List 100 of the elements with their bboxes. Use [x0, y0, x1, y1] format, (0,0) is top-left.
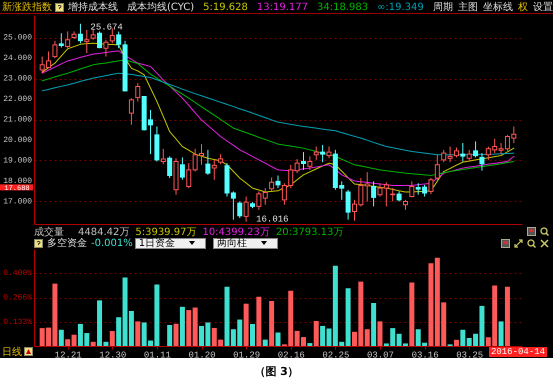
chart-title: 多空资金 [47, 236, 87, 250]
candlestick [128, 98, 134, 126]
x-tick-label: 03.16 [412, 350, 439, 360]
candlestick [205, 149, 210, 176]
x-tick-label: 01.11 [144, 350, 171, 360]
candlestick [326, 146, 332, 159]
y-tick-label: 18.000 [3, 176, 32, 186]
y-tick-label: 21.000 [3, 116, 32, 124]
text: 13:19.177 [256, 2, 308, 12]
bar [174, 324, 179, 346]
candlestick [479, 152, 484, 172]
candlestick [180, 156, 185, 180]
annotation: 25.674 [90, 22, 123, 33]
candlestick [269, 176, 274, 192]
candlestick [78, 23, 83, 44]
text: （图 3） [254, 364, 299, 378]
bar [307, 343, 312, 346]
bar [454, 340, 459, 346]
candlestick [466, 149, 472, 162]
y-tick-label: 24.000 [3, 54, 32, 64]
y-tick-label: 0.400% [3, 269, 32, 278]
text: 5:3939.97万 [135, 226, 196, 238]
y-tick-label: 25.000 [3, 34, 32, 43]
y-tick-label: 0.266% [3, 294, 32, 302]
text: 20:3793.13万 [276, 226, 344, 238]
bar [262, 340, 268, 346]
text: 1日资金 [138, 238, 176, 248]
chart-subtitle: -0.001% [91, 238, 133, 248]
x-tick-label: 02.16 [278, 350, 305, 360]
bar [110, 331, 115, 346]
x-tick-label: 03.25 [456, 350, 484, 360]
text: 增持成本线 [68, 0, 118, 14]
text: 权 [518, 0, 528, 14]
bar [58, 330, 64, 346]
bar [244, 304, 249, 346]
candlestick [390, 188, 396, 202]
text: 10:4399.23万 [202, 226, 270, 238]
candlestick [314, 146, 319, 160]
y-tick-label: 22.000 [3, 95, 32, 104]
text: 坐标线 [482, 0, 513, 14]
candlestick [454, 147, 459, 158]
x-tick-label: 03.07 [366, 350, 394, 360]
candlestick [58, 32, 64, 48]
y-tick-label: 17.000 [3, 197, 32, 206]
candlestick [65, 30, 70, 49]
candlestick [371, 180, 376, 207]
bar [371, 302, 376, 346]
bar [504, 286, 510, 346]
bar [180, 306, 185, 346]
candlestick [84, 29, 90, 54]
text: 主图 [458, 0, 478, 14]
candlestick [428, 178, 434, 195]
candlestick [135, 82, 140, 102]
text: 4484.42万 [78, 226, 130, 238]
candlestick [97, 30, 102, 49]
y-tick-label: 23.000 [3, 74, 32, 84]
candlestick [409, 180, 414, 198]
text: 两向柱 [217, 238, 248, 248]
annotation: 2016-04-14 [488, 346, 547, 356]
candlestick [276, 174, 280, 189]
text: 成本均线(CYC) [127, 0, 194, 14]
bar [167, 325, 172, 346]
text: 设置 [532, 0, 553, 14]
text: 成交量 [34, 226, 64, 238]
candlestick [320, 144, 326, 163]
candlestick [52, 40, 58, 59]
x-tick-label: 01.20 [188, 350, 216, 360]
candlestick [218, 154, 224, 165]
bar [314, 321, 319, 346]
candlestick [103, 39, 108, 58]
candlestick [90, 28, 96, 40]
candlestick [160, 148, 166, 165]
candlestick [244, 196, 249, 222]
text: 34:18.983 [316, 2, 368, 12]
candlestick [473, 140, 478, 158]
bar [409, 282, 414, 346]
x-tick-label: 02.25 [322, 350, 350, 360]
candlestick [167, 156, 172, 179]
candlestick [460, 142, 466, 162]
x-tick-label: 01.29 [233, 350, 260, 360]
bar [256, 296, 262, 346]
candlestick [300, 152, 306, 170]
y-tick-label: 0.133% [3, 318, 32, 327]
candlestick [402, 199, 408, 210]
candlestick [346, 189, 351, 220]
candlestick [212, 159, 217, 180]
candlestick [396, 190, 402, 202]
text: 5:19.628 [203, 2, 248, 12]
bar [90, 342, 96, 346]
text: ∞:19.349 [377, 2, 424, 12]
bar [276, 332, 280, 346]
text: 日线 [2, 346, 22, 358]
bar [269, 300, 274, 346]
text: 周期 [432, 0, 453, 14]
candlestick [434, 154, 440, 180]
bar [250, 324, 256, 346]
bar [498, 321, 504, 346]
y-tick-label: 20.000 [3, 136, 32, 145]
candlestick [307, 156, 312, 170]
chart-title: 新涨跌指数 [2, 0, 52, 14]
